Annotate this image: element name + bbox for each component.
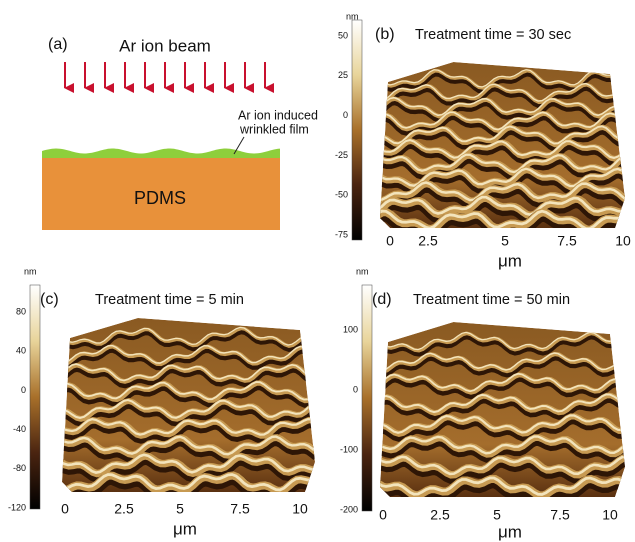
afm-surface bbox=[374, 322, 627, 499]
panel-title: Treatment time = 5 min bbox=[95, 292, 244, 308]
afm-panel: nm 80 40 0 -40 -80 -120 (c) Treatment time = 5 m… bbox=[8, 266, 317, 538]
ion-arrows bbox=[65, 62, 265, 88]
colorbar-tick: -40 bbox=[13, 424, 26, 434]
colorbar-tick: -80 bbox=[13, 463, 26, 473]
x-unit: μm bbox=[498, 251, 522, 270]
colorbar-tick: 0 bbox=[21, 385, 26, 395]
afm-surface bbox=[374, 62, 627, 233]
x-tick: 5 bbox=[493, 507, 501, 523]
colorbar-tick: -100 bbox=[340, 444, 358, 454]
colorbar-tick: -75 bbox=[335, 229, 348, 239]
afm-surface bbox=[56, 318, 317, 494]
colorbar-tick: -120 bbox=[8, 502, 26, 512]
x-tick: 10 bbox=[615, 233, 631, 249]
film-label: wrinkled film bbox=[239, 122, 309, 136]
panel-title: Treatment time = 50 min bbox=[413, 292, 570, 308]
panel-label: (d) bbox=[372, 291, 392, 308]
colorbar-tick: 50 bbox=[338, 30, 348, 40]
substrate-label: PDMS bbox=[134, 188, 186, 208]
colorbar-tick: 40 bbox=[16, 346, 26, 356]
panel-label: (b) bbox=[375, 26, 395, 43]
x-tick: 5 bbox=[176, 501, 184, 517]
colorbar-tick: -200 bbox=[340, 504, 358, 514]
colorbar bbox=[362, 285, 372, 511]
colorbar-unit: nm bbox=[346, 11, 359, 21]
colorbar-tick: -25 bbox=[335, 150, 348, 160]
x-tick: 10 bbox=[602, 507, 618, 523]
x-unit: μm bbox=[173, 519, 197, 538]
x-tick: 2.5 bbox=[430, 507, 450, 523]
colorbar-unit: nm bbox=[24, 266, 37, 276]
panel-label: (c) bbox=[40, 291, 59, 308]
colorbar-unit: nm bbox=[356, 266, 369, 276]
panel-title: Treatment time = 30 sec bbox=[415, 27, 571, 43]
x-tick: 7.5 bbox=[557, 233, 577, 249]
x-tick: 0 bbox=[61, 501, 69, 517]
x-tick: 10 bbox=[292, 501, 308, 517]
colorbar-tick: 25 bbox=[338, 70, 348, 80]
colorbar bbox=[30, 285, 40, 509]
x-tick: 0 bbox=[379, 507, 387, 523]
figure: (a) Ar ion beam Ar ion induced wrinkled … bbox=[0, 0, 635, 542]
colorbar-tick: 0 bbox=[353, 384, 358, 394]
colorbar-tick: 80 bbox=[16, 306, 26, 316]
film-label: Ar ion induced bbox=[238, 108, 318, 122]
colorbar-tick: 0 bbox=[343, 110, 348, 120]
x-tick: 0 bbox=[386, 233, 394, 249]
panel-a: (a) Ar ion beam Ar ion induced wrinkled … bbox=[42, 36, 318, 230]
x-tick: 7.5 bbox=[550, 507, 570, 523]
colorbar-tick: -50 bbox=[335, 190, 348, 200]
x-unit: μm bbox=[498, 522, 522, 541]
wrinkled-film bbox=[42, 149, 280, 159]
x-tick: 5 bbox=[501, 233, 509, 249]
x-tick: 2.5 bbox=[114, 501, 134, 517]
x-tick: 7.5 bbox=[230, 501, 250, 517]
colorbar bbox=[352, 20, 362, 240]
beam-label: Ar ion beam bbox=[119, 36, 211, 55]
colorbar-tick: 100 bbox=[343, 324, 358, 334]
panel-label: (a) bbox=[48, 36, 68, 53]
x-tick: 2.5 bbox=[418, 233, 438, 249]
